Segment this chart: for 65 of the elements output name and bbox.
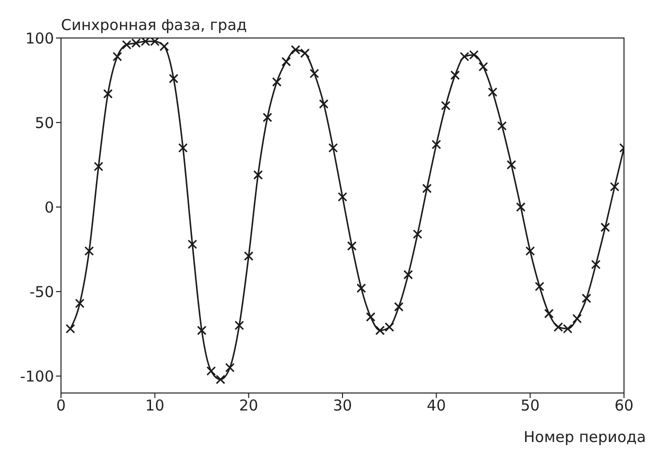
point [66,324,76,334]
point [253,170,263,180]
point [84,246,94,256]
point [403,270,413,280]
point [206,366,216,376]
point [610,182,620,192]
x-axis-title: Номер периода [524,428,646,446]
point [159,42,169,52]
point [497,121,507,131]
point [112,52,122,62]
point [318,99,328,109]
x-tick-label: 0 [56,396,66,415]
x-tick-label: 30 [332,396,352,415]
point [422,184,432,194]
y-axis-title: Синхронная фаза, град [61,16,247,34]
point [375,326,385,336]
point [234,320,244,330]
point [384,322,394,332]
point [281,56,291,66]
point [262,112,272,122]
point [94,162,104,172]
point [225,362,235,372]
y-tick-label: 50 [34,114,54,132]
point [356,283,366,293]
point [440,100,450,110]
x-tick-label: 60 [614,396,634,415]
point [525,246,535,256]
point [244,251,254,261]
point [300,48,310,58]
point [178,143,188,153]
point [290,45,300,55]
point [310,68,320,78]
point [516,202,526,212]
x-tick-label: 40 [426,396,446,415]
y-tick-label: 0 [44,198,54,216]
y-tick-label: -100 [20,367,54,386]
x-tick-label: 10 [145,396,164,415]
y-tick-label: -50 [30,282,54,301]
point [197,326,206,336]
point [506,160,516,170]
point [366,312,376,322]
point [103,89,113,99]
point [432,140,442,150]
point [272,77,282,87]
x-tick-label: 20 [239,396,258,415]
point [600,222,610,232]
point [328,143,338,153]
point [572,314,582,324]
point [534,282,544,292]
point [544,308,554,318]
point [347,241,357,251]
point [168,74,178,84]
point [75,298,85,308]
point [488,87,498,97]
point [412,229,422,239]
point [216,374,226,384]
point [338,192,348,202]
point [591,260,601,270]
point [582,294,592,304]
point [450,70,460,80]
point [394,302,404,312]
x-tick-label: 50 [520,396,540,415]
y-tick-label: 100 [25,29,54,48]
point [188,239,198,249]
point [478,62,488,72]
